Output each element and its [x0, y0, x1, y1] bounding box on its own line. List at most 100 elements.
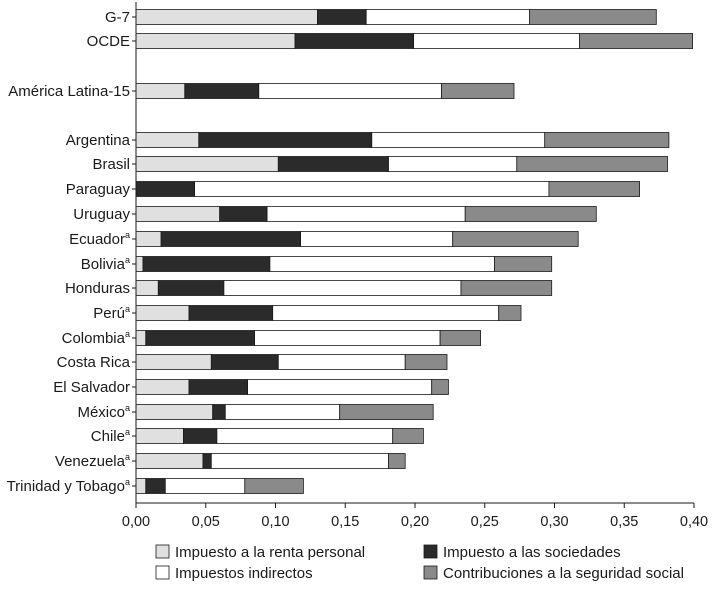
bar-segment-1-9: [135, 256, 144, 272]
legend-label: Contribuciones a la seguridad social: [443, 565, 684, 582]
category-label: Brasil: [92, 156, 130, 173]
bar-segment-2-14: [188, 379, 248, 395]
bar-segment-1-10: [135, 280, 159, 296]
category-label: Boliviaa: [81, 255, 130, 273]
category-label: Chilea: [91, 427, 130, 445]
bar-segment-3-8: [300, 231, 454, 247]
bar-segment-4-13: [404, 354, 448, 370]
category-label: Perúa: [93, 304, 130, 322]
bar-segment-2-13: [210, 354, 279, 370]
legend-label: Impuesto a las sociedades: [443, 544, 621, 561]
bar-segment-2-5: [277, 156, 389, 172]
bar-segment-3-3: [258, 83, 442, 99]
bar-segment-2-3: [184, 83, 260, 99]
category-label: Honduras: [65, 280, 130, 297]
category-label: G-7: [105, 9, 130, 26]
bar-segment-3-2: [413, 33, 581, 49]
category-label: El Salvador: [53, 379, 130, 396]
category-label: América Latina-15: [8, 83, 130, 100]
bar-segment-2-16: [182, 428, 218, 444]
bar-segment-4-8: [452, 231, 579, 247]
x-tick-label: 0,15: [331, 514, 359, 530]
bar-segment-4-4: [544, 132, 670, 148]
category-label: Trinidad y Tobagoa: [7, 477, 130, 495]
bar-segment-4-6: [548, 181, 641, 197]
bar-segment-3-7: [266, 206, 466, 222]
x-tick-label: 0,25: [471, 514, 499, 530]
bar-segment-1-13: [135, 354, 212, 370]
bar-segment-4-1: [529, 9, 657, 25]
bar-segment-3-10: [223, 280, 462, 296]
bar-segment-1-2: [135, 33, 296, 49]
legend-swatch: [423, 544, 438, 559]
bar-segment-4-18: [244, 478, 304, 494]
x-tick-label: 0,05: [192, 514, 220, 530]
bar-segment-4-5: [516, 156, 668, 172]
bar-segment-1-8: [135, 231, 162, 247]
legend-label: Impuestos indirectos: [175, 565, 313, 582]
bar-segment-1-14: [135, 379, 190, 395]
bar-segment-3-13: [277, 354, 406, 370]
legend-swatch: [155, 565, 170, 580]
bar-segment-4-16: [392, 428, 424, 444]
bar-segment-2-11: [188, 305, 274, 321]
category-label: OCDE: [87, 33, 130, 50]
bar-segment-2-1: [316, 9, 367, 25]
x-axis: 0,00 0,05 0,10 0,15 0,20 0,25 0,30 0,35 0,40: [122, 2, 708, 530]
bar-segment-4-14: [431, 379, 449, 395]
category-label: Colombiaa: [62, 329, 130, 347]
bar-segment-4-12: [439, 330, 482, 346]
bar-segment-4-17: [388, 453, 406, 469]
category-label: Argentina: [66, 132, 131, 149]
bar-segment-3-12: [254, 330, 441, 346]
legend-label: Impuesto a la renta personal: [175, 544, 365, 561]
x-tick-label: 0,35: [610, 514, 638, 530]
x-tick-label: 0,40: [680, 514, 708, 530]
bar-segment-4-15: [339, 404, 434, 420]
bar-segment-2-10: [157, 280, 225, 296]
bar-segment-2-18: [145, 478, 166, 494]
bar-segment-1-4: [135, 132, 200, 148]
bars-layer: [135, 9, 693, 494]
bar-segment-3-6: [194, 181, 550, 197]
bar-segment-2-12: [145, 330, 256, 346]
bar-segment-3-11: [272, 305, 500, 321]
category-label: Paraguay: [66, 181, 131, 198]
bar-segment-1-7: [135, 206, 221, 222]
category-label: Ecuadora: [69, 230, 130, 248]
bar-segment-2-6: [135, 181, 195, 197]
bar-segment-3-16: [216, 428, 394, 444]
bar-segment-4-11: [498, 305, 522, 321]
bar-segment-3-18: [164, 478, 246, 494]
category-labels: G-7 OCDE América Latina-15 Argentina Brasil P…: [7, 9, 131, 495]
bar-segment-3-5: [388, 156, 518, 172]
bar-segment-1-1: [135, 9, 318, 25]
bar-segment-4-10: [460, 280, 553, 296]
bar-segment-1-11: [135, 305, 190, 321]
category-label: Costa Rica: [57, 354, 131, 371]
legend-swatch: [155, 544, 170, 559]
legend: Impuesto a la renta personal Impuesto a l…: [155, 544, 684, 582]
x-tick-label: 0,30: [540, 514, 568, 530]
legend-swatch: [423, 565, 438, 580]
bar-segment-3-14: [247, 379, 433, 395]
bar-segment-2-4: [198, 132, 373, 148]
bar-segment-2-2: [294, 33, 414, 49]
x-tick-label: 0,00: [122, 514, 150, 530]
bar-segment-3-9: [269, 256, 495, 272]
bar-segment-2-7: [219, 206, 268, 222]
bar-segment-2-8: [160, 231, 302, 247]
bar-segment-4-2: [579, 33, 693, 49]
x-tick-label: 0,10: [261, 514, 289, 530]
bar-segment-2-17: [202, 453, 212, 469]
bar-segment-1-12: [135, 330, 147, 346]
bar-segment-1-15: [135, 404, 214, 420]
bar-segment-2-15: [212, 404, 226, 420]
category-label: Venezuelaa: [55, 452, 130, 470]
bar-segment-1-5: [135, 156, 279, 172]
bar-segment-3-4: [371, 132, 546, 148]
bar-segment-4-9: [494, 256, 553, 272]
bar-segment-1-16: [135, 428, 184, 444]
